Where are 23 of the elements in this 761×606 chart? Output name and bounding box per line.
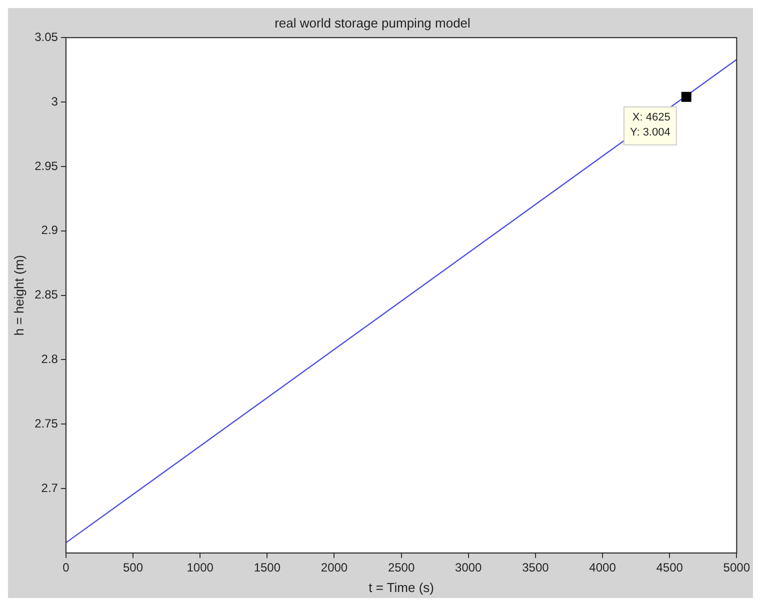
y-tick-label: 3 [51, 94, 58, 108]
x-tick-label: 4000 [589, 560, 616, 575]
x-tick-label: 0 [62, 560, 70, 575]
x-tick-label: 4500 [656, 560, 684, 575]
x-tick-label: 3500 [522, 560, 550, 575]
y-tick-label: 2.8 [41, 352, 58, 366]
x-tick-label: 2000 [320, 560, 348, 575]
y-tick-label: 2.85 [34, 288, 58, 302]
y-tick-label: 2.95 [34, 158, 58, 173]
y-tick-label: 2.7 [41, 480, 58, 495]
x-tick-label: 5000 [723, 560, 750, 575]
annotation: X: 4625 Y: 3.004 [630, 111, 670, 138]
y-axis-title: h = height (m) [11, 255, 26, 336]
x-axis-title: t = Time (s) [368, 580, 434, 595]
chart-title: real world storage pumping model [274, 15, 471, 30]
y-tick-label: 2.75 [34, 416, 58, 430]
x-tick-label: 1500 [254, 560, 281, 575]
x-tick-label: 3000 [455, 560, 482, 575]
x-tick-label: 1000 [186, 560, 214, 575]
y-tick-label: 2.9 [41, 223, 58, 238]
x-tick-label: 500 [123, 560, 144, 575]
x-tick-label: 2500 [388, 560, 415, 575]
y-tick-label: 3.05 [34, 30, 58, 44]
